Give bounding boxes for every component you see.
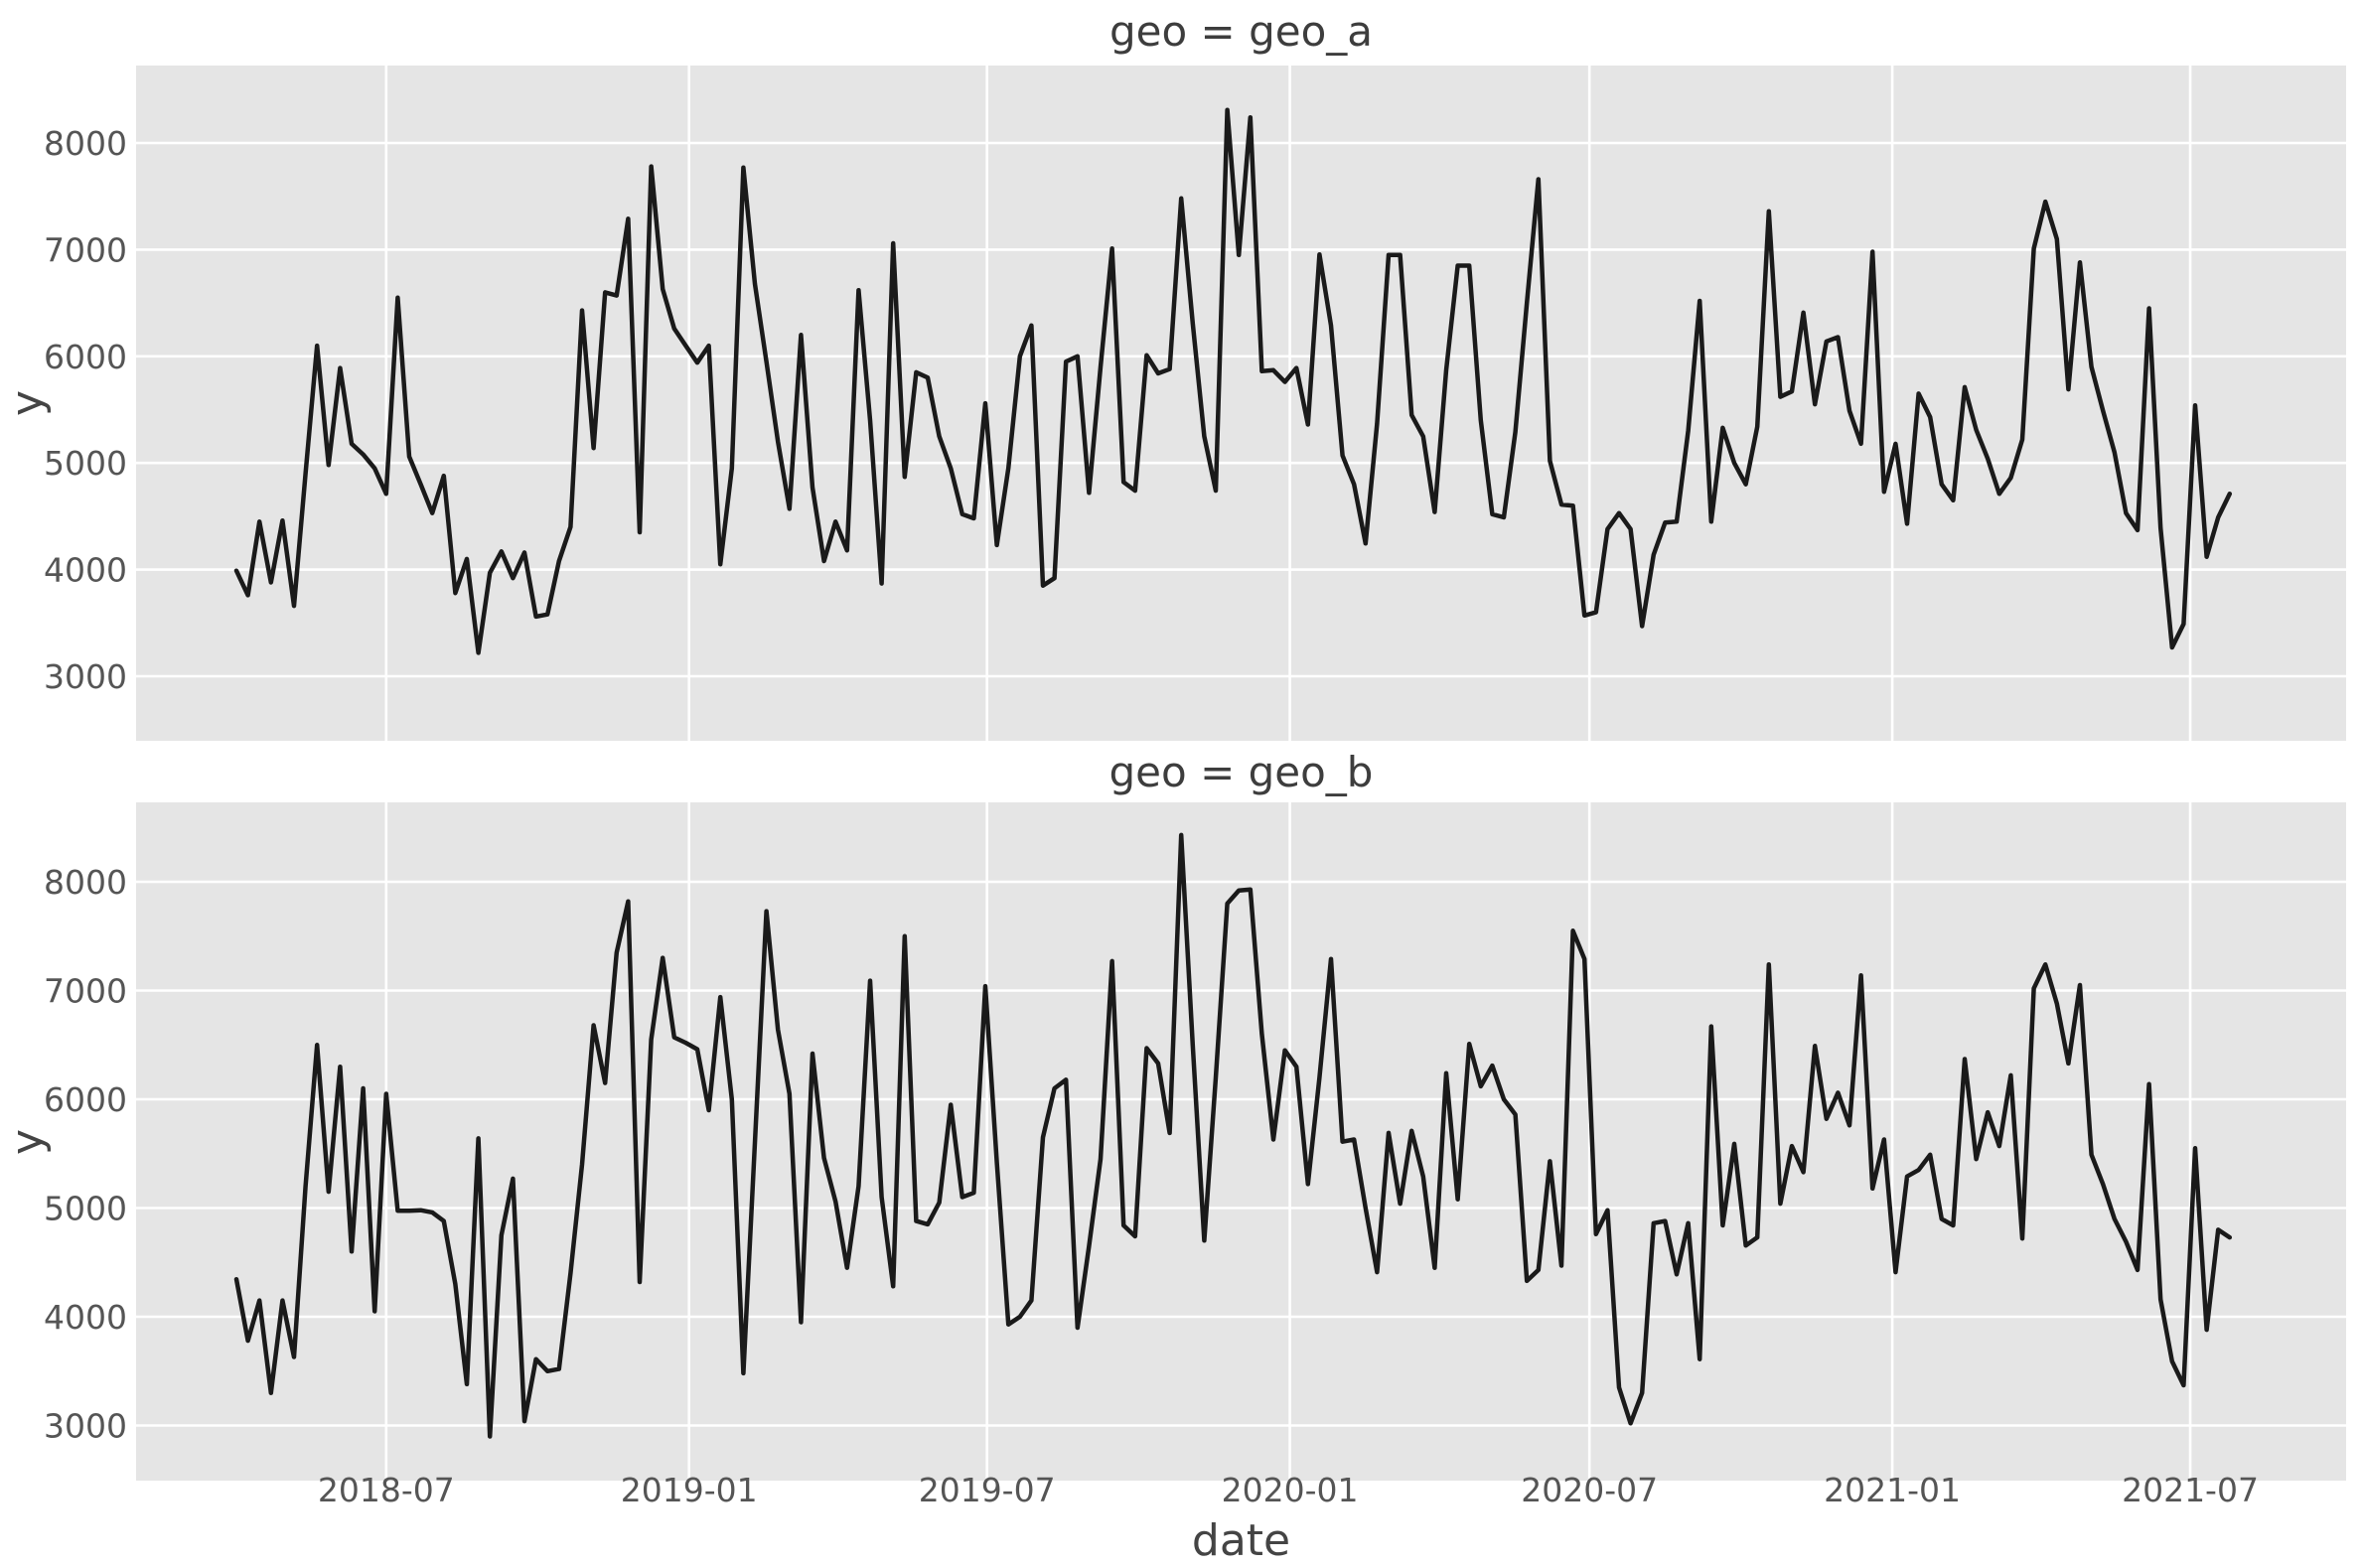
panel-geo_a: 3000 4000 5000 6000 7000 8000 geo = geo_ay [2,7,2346,741]
facet-title-geo_b: geo = geo_b [1109,748,1374,796]
x-tick-label: 2020-07 [1521,1471,1658,1509]
y-tick-label: 7000 [44,972,127,1011]
facet-title-geo_a: geo = geo_a [1109,7,1373,56]
x-tick-label: 2019-01 [621,1471,758,1509]
x-tick-label: 2019-07 [919,1471,1056,1509]
x-tick-label: 2021-07 [2122,1471,2259,1509]
y-tick-label: 3000 [44,657,127,696]
panel-background-geo_a [136,66,2346,741]
y-tick-label: 5000 [44,1190,127,1228]
y-tick-label: 6000 [44,338,127,376]
y-tick-label: 3000 [44,1407,127,1446]
y-tick-label: 4000 [44,551,127,590]
line-series-geo_a [233,107,2233,655]
y-tick-label: 6000 [44,1080,127,1119]
y-axis-label-geo_a: y [2,390,53,416]
x-tick-label: 2018-07 [318,1471,455,1509]
y-tick-label: 5000 [44,444,127,483]
x-tick-label: 2020-01 [1222,1471,1359,1509]
y-tick-label: 7000 [44,230,127,269]
y-tick-label: 8000 [44,863,127,902]
y-tick-label: 4000 [44,1298,127,1337]
x-axis-label: date [1192,1515,1290,1566]
y-tick-label: 8000 [44,124,127,163]
x-tick-label: 2021-01 [1824,1471,1961,1509]
panel-background-geo_b [136,802,2346,1481]
y-axis-label-geo_b: y [2,1129,53,1155]
line-series-geo_b [233,832,2233,1439]
panel-geo_b: 3000 4000 5000 6000 7000 8000 2018-07 2019-01 20… [2,748,2346,1509]
